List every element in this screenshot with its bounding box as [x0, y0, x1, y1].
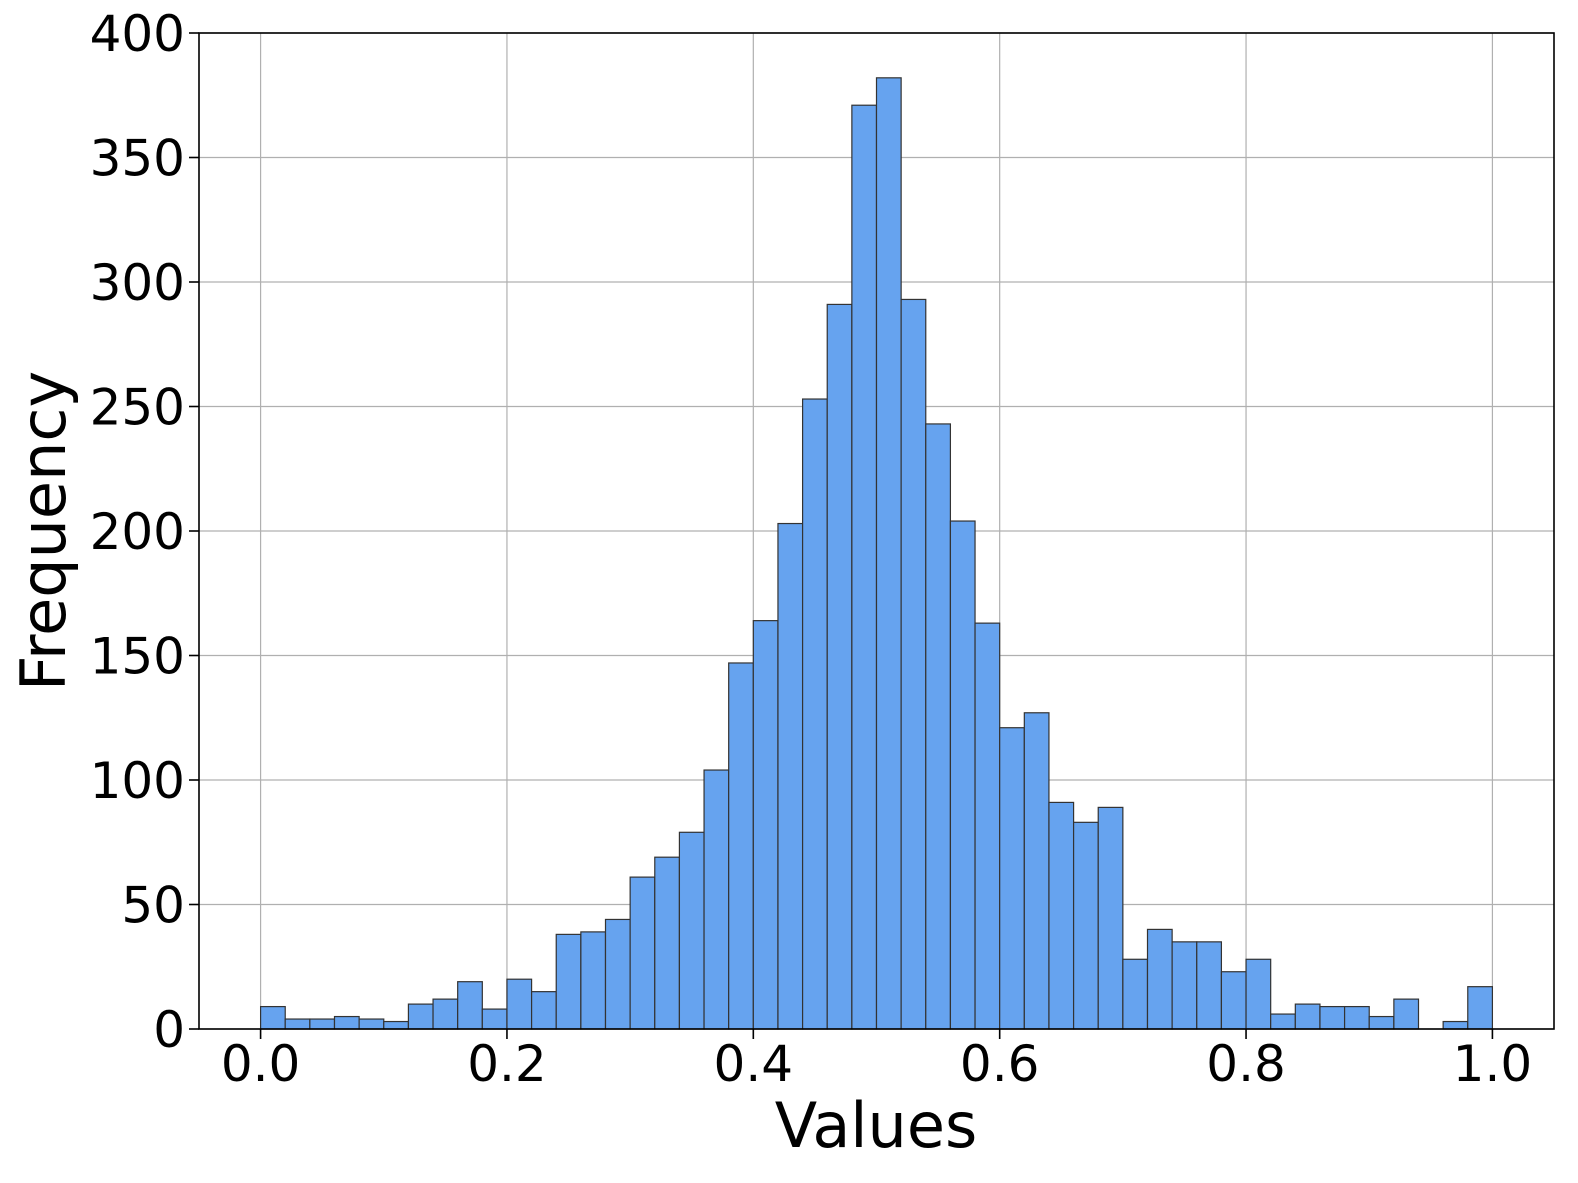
histogram-bar: [1196, 941, 1223, 1030]
x-tick-label: 0.2: [467, 1035, 547, 1093]
x-axis-title: Values: [775, 1089, 978, 1162]
histogram-bar: [333, 1015, 360, 1030]
y-tick-label: 300: [90, 254, 185, 312]
y-tick-label: 100: [90, 752, 185, 810]
histogram-bar: [309, 1018, 336, 1030]
y-axis-title: Frequency: [7, 371, 80, 691]
histogram-bar: [530, 991, 557, 1030]
histogram-bar: [1270, 1013, 1296, 1030]
histogram-bar: [259, 1005, 286, 1030]
x-tick-label: 0.4: [714, 1035, 794, 1093]
histogram-bar: [1393, 998, 1420, 1030]
histogram-bar: [358, 1018, 385, 1030]
y-tick-label: 200: [90, 503, 185, 561]
histogram-bar: [481, 1008, 508, 1030]
y-axis-ticks: 0 50 100 150 200 250 300 350 400: [90, 5, 199, 1059]
histogram-bar: [678, 831, 705, 1030]
histogram-bar: [703, 769, 730, 1030]
histogram-bar: [1122, 958, 1149, 1030]
x-tick-label: 0.6: [960, 1035, 1040, 1093]
histogram-bar: [1072, 821, 1099, 1030]
histogram-bar: [1097, 806, 1124, 1030]
histogram-bar: [432, 998, 459, 1030]
histogram-bar: [580, 931, 607, 1030]
histogram-bar: [1368, 1015, 1395, 1030]
histogram-bar: [1146, 928, 1173, 1030]
histogram-bar: [1220, 971, 1247, 1030]
x-tick-label: 1.0: [1453, 1035, 1533, 1093]
y-tick-label: 400: [90, 5, 185, 63]
y-tick-label: 250: [90, 379, 185, 437]
histogram-bar: [1245, 958, 1272, 1030]
histogram-bar: [851, 104, 878, 1030]
histogram-bar: [999, 727, 1025, 1030]
histogram-bar: [604, 918, 631, 1030]
histogram-bar: [383, 1020, 410, 1030]
histogram-bar: [629, 876, 656, 1030]
histogram-bar: [777, 522, 804, 1030]
histogram-bar: [752, 620, 779, 1030]
y-tick-label: 0: [153, 1001, 185, 1059]
histogram-bar: [1467, 986, 1494, 1030]
histogram-bar: [875, 77, 902, 1030]
y-tick-label: 350: [90, 130, 185, 188]
histogram-bar: [1319, 1005, 1346, 1030]
histogram-bar: [506, 978, 533, 1030]
x-axis-ticks: 0.0 0.2 0.4 0.6 0.8 1.0: [221, 1029, 1532, 1093]
histogram-bar: [1442, 1020, 1469, 1030]
histogram-bar: [900, 298, 927, 1030]
x-tick-label: 0.0: [221, 1035, 301, 1093]
histogram-bar: [801, 398, 828, 1030]
histogram-bar: [457, 981, 483, 1030]
y-tick-label: 50: [121, 877, 185, 935]
histogram-bar: [407, 1003, 434, 1030]
y-tick-label: 150: [90, 628, 185, 686]
histogram-bar: [728, 662, 754, 1030]
x-tick-label: 0.8: [1206, 1035, 1286, 1093]
histogram-bar: [1171, 941, 1198, 1030]
histogram-bar: [1023, 712, 1050, 1030]
histogram-bar: [1343, 1005, 1370, 1030]
histogram-bar: [654, 856, 681, 1030]
histogram-bar: [1294, 1003, 1321, 1030]
histogram-bar: [555, 933, 582, 1030]
histogram-bars: [259, 77, 1494, 1030]
histogram-bar: [974, 622, 1001, 1030]
histogram-bar: [826, 303, 853, 1030]
histogram-bar: [1048, 801, 1075, 1030]
histogram-bar: [925, 423, 952, 1030]
histogram-bar: [284, 1018, 311, 1030]
histogram-bar: [949, 520, 976, 1030]
